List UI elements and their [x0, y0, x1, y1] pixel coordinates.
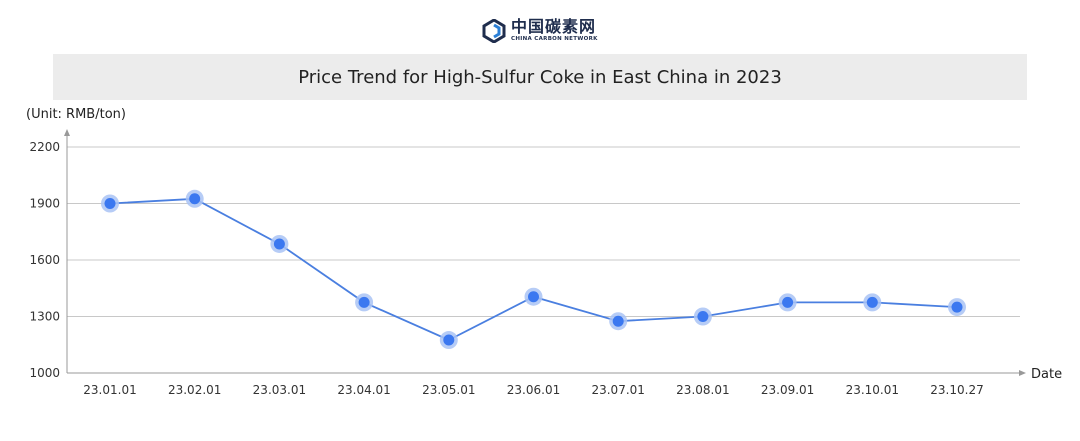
x-tick-label: 23.05.01	[422, 383, 475, 397]
x-tick-label: 23.01.01	[83, 383, 136, 397]
data-point[interactable]	[355, 293, 374, 312]
data-point-marker	[612, 315, 624, 327]
data-point[interactable]	[863, 293, 882, 312]
data-point[interactable]	[101, 194, 119, 213]
x-tick-label: 23.03.01	[253, 383, 306, 397]
gridlines	[67, 146, 1020, 317]
x-tick-label: 23.04.01	[337, 383, 390, 397]
x-tick-label: 23.08.01	[676, 383, 729, 397]
y-axis-arrow-icon	[64, 129, 70, 136]
brand-name-en: CHINA CARBON NETWORK	[511, 36, 598, 43]
y-tick-labels: 1000 1300 1600 1900 2200	[29, 140, 60, 380]
y-tick-label: 1300	[29, 310, 60, 324]
data-point[interactable]	[948, 298, 966, 317]
x-tick-label: 23.10.27	[930, 383, 983, 397]
data-point-marker	[443, 334, 455, 346]
data-point-marker	[189, 193, 201, 205]
data-point[interactable]	[185, 189, 204, 208]
data-point[interactable]	[778, 293, 797, 312]
data-point[interactable]	[609, 312, 628, 331]
x-tick-label: 23.07.01	[591, 383, 644, 397]
data-point-marker	[273, 238, 285, 250]
data-point-marker	[528, 291, 539, 303]
data-point-marker	[951, 301, 963, 313]
data-point-marker	[697, 311, 709, 322]
x-axis-title: Date	[1031, 367, 1062, 382]
data-point[interactable]	[270, 234, 289, 253]
y-tick-label: 2200	[29, 140, 60, 154]
data-point-marker	[782, 296, 794, 308]
data-point-marker	[104, 198, 116, 209]
chart-title-bar: Price Trend for High-Sulfur Coke in East…	[53, 54, 1027, 100]
axes: Date	[64, 129, 1062, 382]
x-tick-labels: 23.01.01 23.02.01 23.03.01 23.04.01 23.05.01…	[83, 383, 983, 397]
x-tick-label: 23.09.01	[761, 383, 814, 397]
data-point[interactable]	[439, 331, 458, 350]
data-point[interactable]	[524, 287, 543, 306]
x-tick-label: 23.06.01	[507, 383, 560, 397]
data-point-marker	[358, 296, 370, 308]
brand-logo: 中国碳素网 CHINA CARBON NETWORK	[482, 16, 598, 46]
data-points	[101, 189, 966, 350]
x-tick-label: 23.02.01	[168, 383, 221, 397]
data-point[interactable]	[693, 307, 712, 326]
brand-name-cn: 中国碳素网	[511, 17, 597, 37]
y-axis-unit-label: (Unit: RMB/ton)	[26, 107, 126, 122]
y-tick-label: 1600	[29, 253, 60, 267]
chart-title: Price Trend for High-Sulfur Coke in East…	[298, 66, 782, 88]
x-tick-label: 23.10.01	[846, 383, 899, 397]
china-carbon-network-logo-icon	[482, 19, 506, 43]
series-line	[109, 197, 958, 341]
x-axis-arrow-icon	[1019, 370, 1026, 376]
data-point-marker	[866, 296, 878, 308]
y-tick-label: 1900	[29, 197, 60, 211]
y-tick-label: 1000	[29, 366, 60, 380]
